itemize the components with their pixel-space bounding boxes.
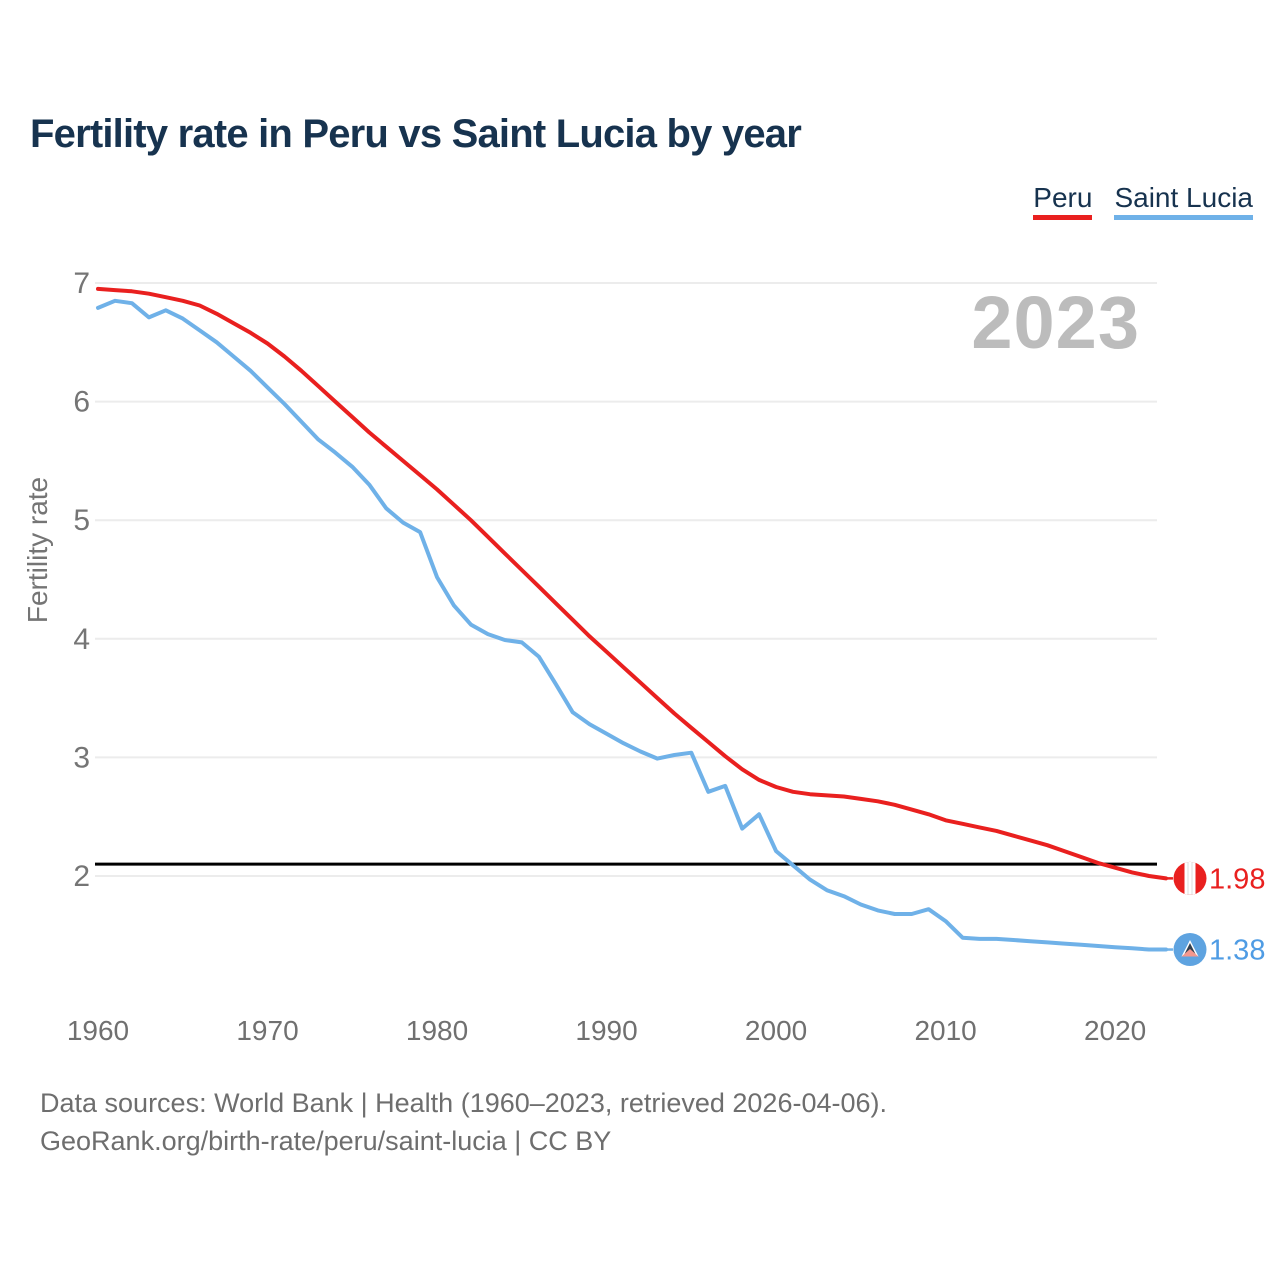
saint-lucia-flag-icon (1173, 933, 1207, 967)
x-tick-label: 1960 (67, 1015, 129, 1046)
year-watermark: 2023 (971, 281, 1140, 364)
footer: Data sources: World Bank | Health (1960–… (40, 1084, 887, 1161)
x-tick-label: 2020 (1084, 1015, 1146, 1046)
x-tick-label: 2010 (914, 1015, 976, 1046)
peru-flag-icon (1173, 861, 1207, 895)
x-tick-label: 1980 (406, 1015, 468, 1046)
footer-sources-line: Data sources: World Bank | Health (1960–… (40, 1088, 887, 1118)
y-tick-label: 4 (73, 623, 90, 656)
y-tick-label: 2 (73, 860, 90, 893)
y-axis-title: Fertility rate (22, 477, 53, 623)
x-tick-label: 1970 (236, 1015, 298, 1046)
legend: Peru Saint Lucia (1033, 183, 1253, 221)
legend-item-saint-lucia[interactable]: Saint Lucia (1114, 183, 1253, 221)
y-tick-label: 6 (73, 386, 90, 419)
footer-attribution-line: GeoRank.org/birth-rate/peru/saint-lucia … (40, 1126, 612, 1157)
series-line-saint-lucia (96, 298, 1168, 952)
legend-item-peru[interactable]: Peru (1033, 183, 1093, 221)
series-line-peru (96, 286, 1168, 881)
y-tick-label: 5 (73, 504, 90, 537)
y-tick-label: 7 (73, 267, 90, 300)
end-value-label-saint-lucia: 1.38 (1209, 935, 1265, 967)
x-tick-label: 1990 (575, 1015, 637, 1046)
page-title: Fertility rate in Peru vs Saint Lucia by… (30, 112, 802, 156)
x-tick-label: 2000 (745, 1015, 807, 1046)
y-tick-label: 3 (73, 741, 90, 774)
end-value-label-peru: 1.98 (1209, 863, 1265, 895)
